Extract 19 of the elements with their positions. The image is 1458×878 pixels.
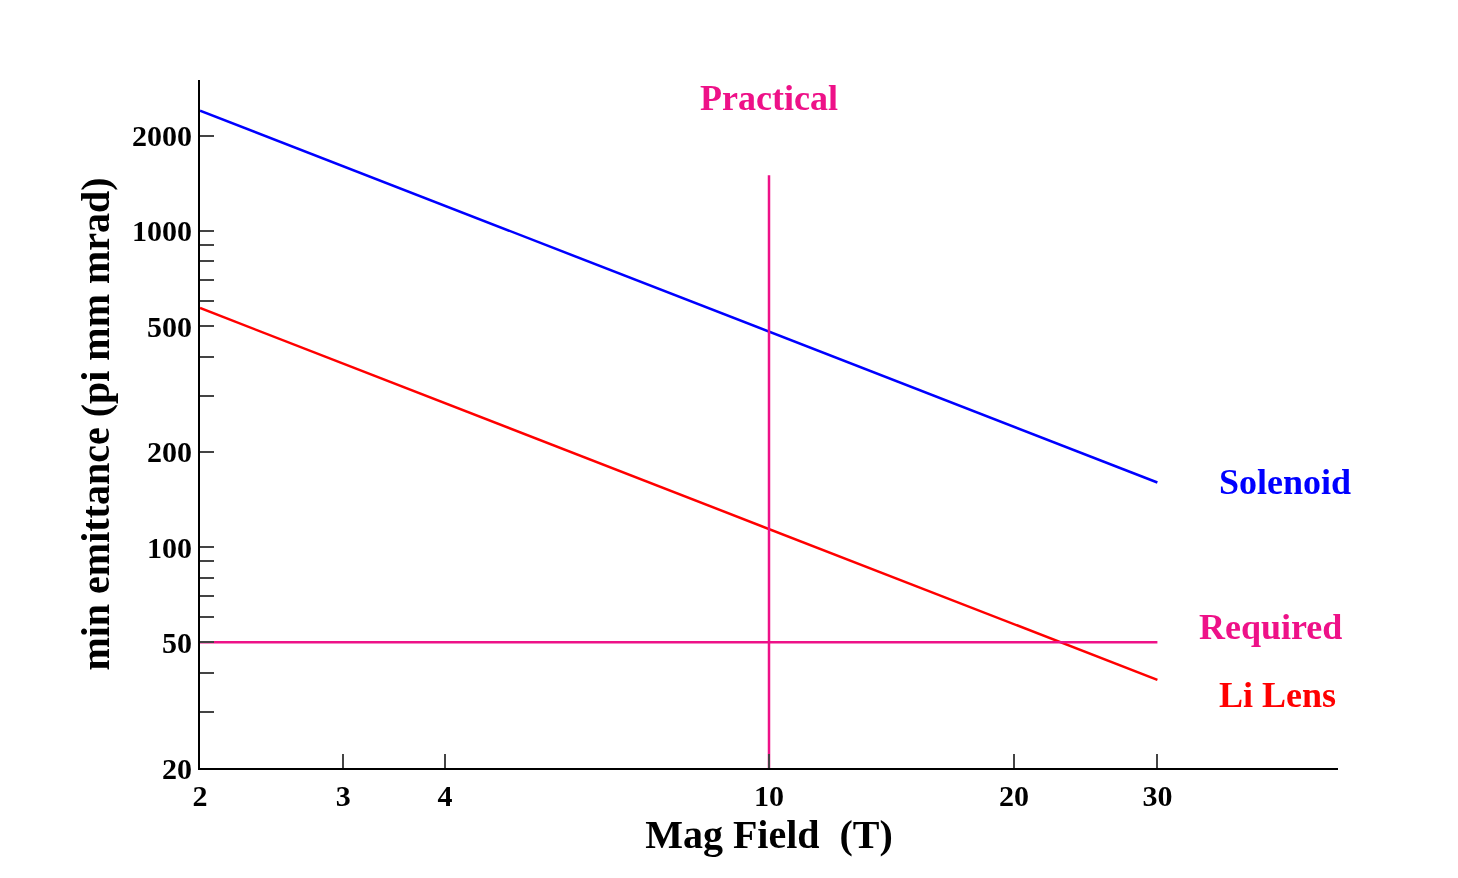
y-tick-label: 1000 [132, 214, 192, 248]
x-tick-label: 20 [999, 779, 1030, 812]
series-label: Required [1199, 607, 1343, 647]
x-axis-title: Mag Field (T) [645, 812, 893, 857]
y-tick-label: 500 [147, 309, 192, 343]
y-axis-title: min emittance (pi mm mrad) [73, 177, 118, 671]
x-tick-label: 4 [437, 779, 453, 812]
text: Practical [700, 78, 838, 118]
x-tick-label: 30 [1142, 779, 1173, 812]
y-tick-label: 100 [147, 530, 192, 564]
y-tick-label: 2000 [132, 119, 192, 153]
x-tick-label: 10 [754, 779, 784, 812]
y-tick-label: 50 [162, 625, 192, 659]
y-tick-label: 20 [162, 751, 192, 785]
x-tick-label: 3 [335, 779, 351, 812]
series-label: Li Lens [1219, 675, 1337, 715]
series-label: Solenoid [1219, 462, 1352, 502]
x-tick-label: 2 [192, 779, 208, 812]
y-tick-label: 200 [147, 435, 192, 469]
